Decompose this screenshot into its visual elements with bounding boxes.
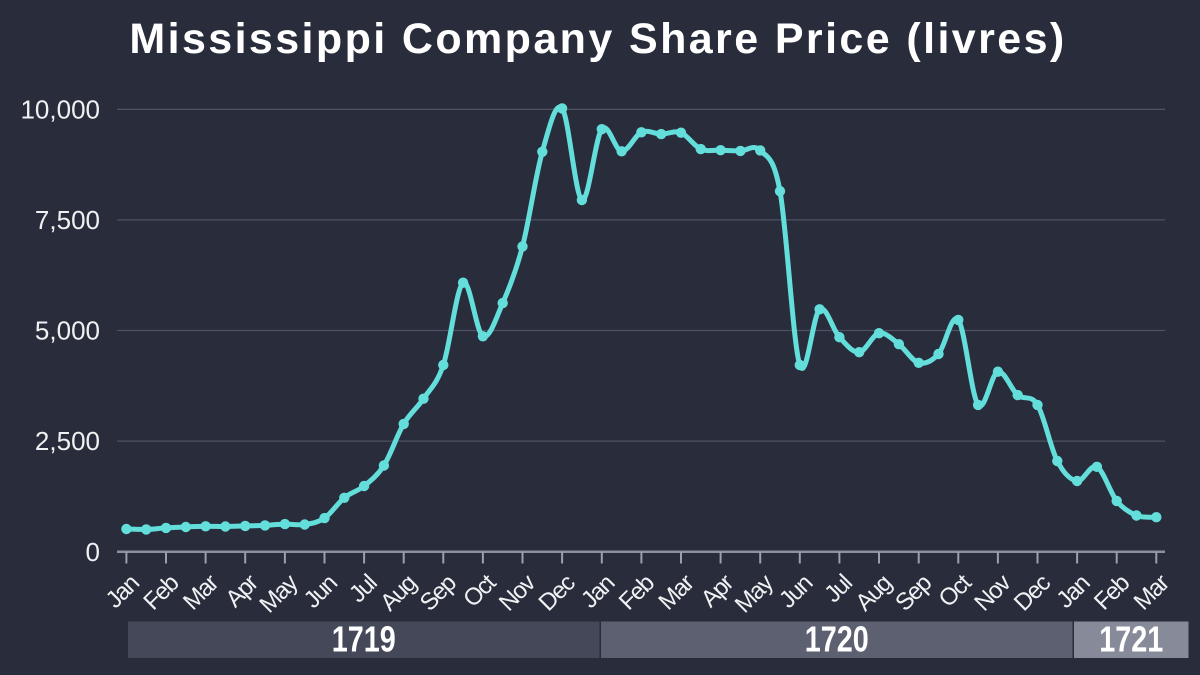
svg-text:Jan: Jan: [101, 570, 145, 614]
svg-text:Mississippi Company Share Pric: Mississippi Company Share Price (livres): [129, 15, 1066, 63]
svg-text:Nov: Nov: [494, 569, 541, 616]
svg-text:Jan: Jan: [576, 570, 620, 614]
svg-text:Sep: Sep: [890, 569, 937, 616]
svg-text:Aug: Aug: [850, 570, 896, 616]
svg-text:Dec: Dec: [534, 569, 581, 616]
svg-text:1720: 1720: [805, 618, 869, 659]
svg-text:Jun: Jun: [774, 570, 818, 614]
svg-text:Mar: Mar: [178, 569, 224, 615]
svg-text:7,500: 7,500: [35, 205, 100, 235]
svg-text:Aug: Aug: [375, 570, 421, 616]
svg-text:Feb: Feb: [138, 569, 184, 615]
svg-text:5,000: 5,000: [35, 316, 100, 346]
svg-text:2,500: 2,500: [35, 426, 100, 456]
svg-text:Apr: Apr: [696, 569, 740, 613]
svg-text:May: May: [730, 569, 779, 618]
svg-text:Sep: Sep: [415, 569, 462, 616]
svg-text:Feb: Feb: [1089, 569, 1135, 615]
svg-text:1719: 1719: [332, 618, 396, 659]
svg-text:May: May: [254, 569, 303, 618]
svg-text:10,000: 10,000: [20, 94, 100, 124]
svg-text:Dec: Dec: [1009, 569, 1056, 616]
svg-text:Feb: Feb: [614, 569, 660, 615]
svg-text:Nov: Nov: [969, 569, 1016, 616]
svg-text:1721: 1721: [1099, 618, 1163, 659]
svg-text:0: 0: [86, 537, 100, 567]
svg-text:Jun: Jun: [299, 570, 343, 614]
svg-text:Mar: Mar: [653, 569, 699, 615]
svg-text:Jan: Jan: [1051, 570, 1095, 614]
svg-text:Jul: Jul: [819, 570, 857, 608]
svg-text:Mar: Mar: [1129, 569, 1175, 615]
svg-text:Oct: Oct: [458, 569, 502, 613]
svg-text:Jul: Jul: [344, 570, 382, 608]
svg-text:Apr: Apr: [220, 569, 264, 613]
svg-text:Oct: Oct: [934, 569, 978, 613]
